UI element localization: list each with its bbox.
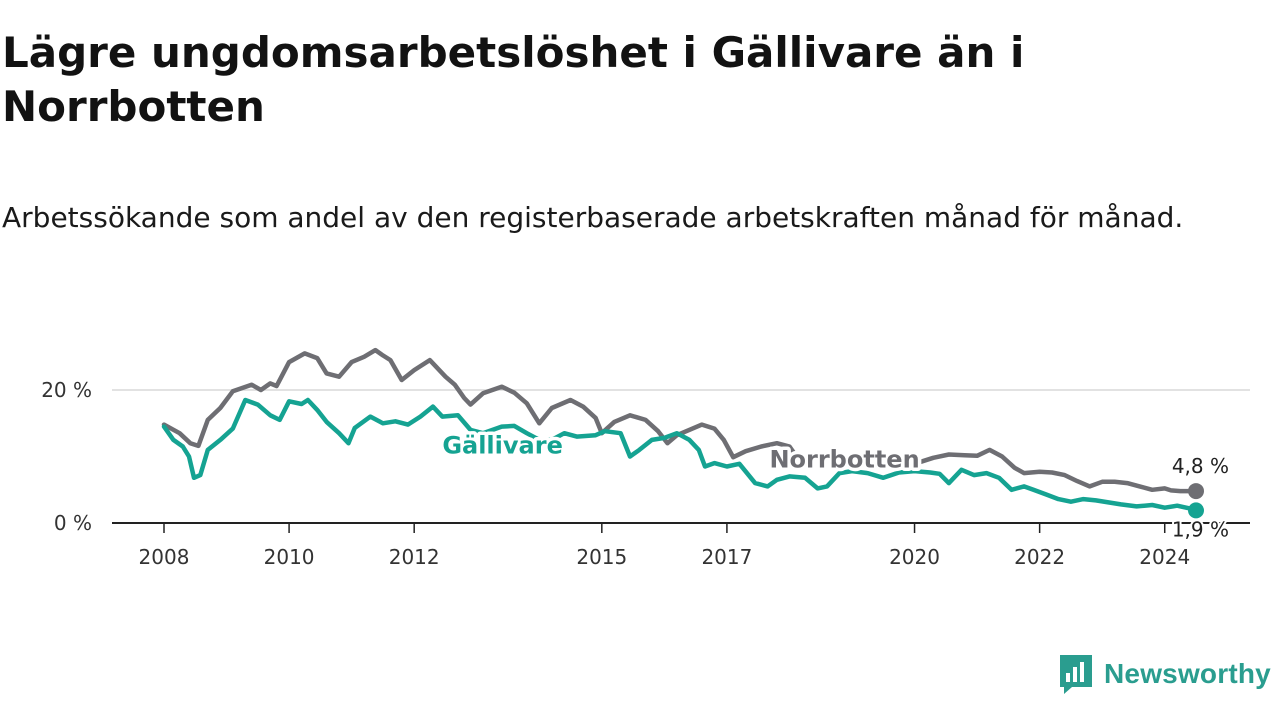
- newsworthy-logo-icon: [1060, 655, 1092, 694]
- y-tick-label: 0 %: [54, 511, 92, 535]
- newsworthy-brand: Newsworthy: [1058, 652, 1271, 696]
- x-tick-label: 2017: [701, 545, 752, 569]
- y-tick-label: 20 %: [41, 378, 92, 402]
- chart-title: Lägre ungdomsarbetslöshet i Gällivare än…: [2, 28, 1025, 131]
- series-end-point: [1188, 483, 1204, 500]
- series-end-value-label: 1,9 %: [1172, 517, 1229, 541]
- x-tick-label: 2022: [1014, 545, 1065, 569]
- x-axis-ticks: 2008 2010 2012 2015 2017 2020 2022 2024: [139, 523, 1190, 569]
- x-tick-label: 2024: [1139, 545, 1190, 569]
- series-labels: Norrbotten 4,8 % Gällivare 1,9 %: [439, 428, 1231, 543]
- series-name-label: Gällivare: [442, 432, 563, 460]
- x-tick-label: 2010: [264, 545, 315, 569]
- series-end-value-label: 4,8 %: [1172, 454, 1229, 478]
- brand-name: Newsworthy: [1104, 658, 1271, 689]
- series-end-point: [1188, 502, 1204, 519]
- chart-subtitle: Arbetssökande som andel av den registerb…: [2, 201, 1184, 234]
- y-axis-ticks: 0 % 20 %: [41, 378, 92, 535]
- series-line-gällivare: [161, 397, 1199, 513]
- x-tick-label: 2008: [139, 545, 190, 569]
- x-tick-label: 2020: [889, 545, 940, 569]
- series-name-label: Norrbotten: [769, 445, 919, 473]
- x-tick-label: 2012: [389, 545, 440, 569]
- series-lines: [161, 347, 1204, 519]
- x-tick-label: 2015: [576, 545, 627, 569]
- gridlines: [112, 389, 1250, 524]
- series-line-norrbotten: [161, 347, 1199, 494]
